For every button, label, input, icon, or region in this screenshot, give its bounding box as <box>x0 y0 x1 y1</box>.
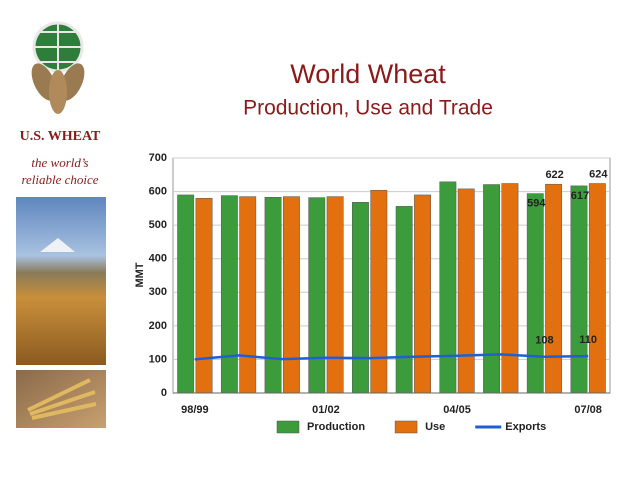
y-axis-label: MMT <box>134 262 146 287</box>
data-label: 110 <box>579 334 597 346</box>
bar <box>177 194 195 394</box>
legend-swatch <box>394 420 418 434</box>
chart-subtitle: Production, Use and Trade <box>243 97 493 120</box>
data-label: 108 <box>535 335 553 347</box>
tagline: the world’s <box>31 155 88 170</box>
photo-sheaf <box>16 370 106 428</box>
bar <box>239 196 257 394</box>
data-label: 594 <box>527 197 546 209</box>
bar <box>501 183 519 394</box>
legend-label: Production <box>307 421 365 433</box>
logo <box>31 21 85 114</box>
y-tick-label: 0 <box>161 387 167 399</box>
bar <box>264 197 282 394</box>
line-series <box>194 353 589 361</box>
bar <box>283 196 300 394</box>
legend-swatch <box>276 420 300 434</box>
bar <box>570 185 588 394</box>
y-tick-label: 300 <box>149 286 167 298</box>
legend-label: Use <box>425 421 445 433</box>
chart-title: World Wheat <box>290 59 446 89</box>
bar <box>545 183 563 394</box>
y-tick-label: 600 <box>149 185 167 197</box>
bar <box>395 206 413 394</box>
bar <box>414 194 431 394</box>
bar <box>352 202 369 394</box>
photo-stalks <box>27 378 97 420</box>
x-tick-label: 98/99 <box>181 404 209 416</box>
y-tick-label: 700 <box>149 152 167 164</box>
y-tick-label: 400 <box>149 253 167 265</box>
photo-mountain <box>40 238 75 252</box>
data-label: 624 <box>589 168 608 180</box>
legend-label: Exports <box>505 421 546 433</box>
bar <box>457 188 475 394</box>
bar <box>195 198 213 394</box>
y-tick-label: 500 <box>149 219 167 231</box>
bar <box>308 197 326 394</box>
bar <box>483 184 500 394</box>
data-label: 622 <box>545 169 563 181</box>
bar <box>326 196 344 394</box>
data-label: 617 <box>571 190 589 202</box>
bar <box>526 193 544 394</box>
bar <box>588 183 606 394</box>
x-tick-label: 01/02 <box>312 404 340 416</box>
y-tick-label: 200 <box>149 320 167 332</box>
x-tick-label: 07/08 <box>574 404 602 416</box>
y-tick-label: 100 <box>149 353 167 365</box>
bar <box>439 181 457 394</box>
bar <box>220 195 238 394</box>
bar <box>370 189 388 394</box>
brand-name: U.S. WHEAT <box>20 129 101 144</box>
tagline: reliable choice <box>21 172 98 187</box>
x-tick-label: 04/05 <box>443 404 471 416</box>
photo-field <box>16 197 106 365</box>
